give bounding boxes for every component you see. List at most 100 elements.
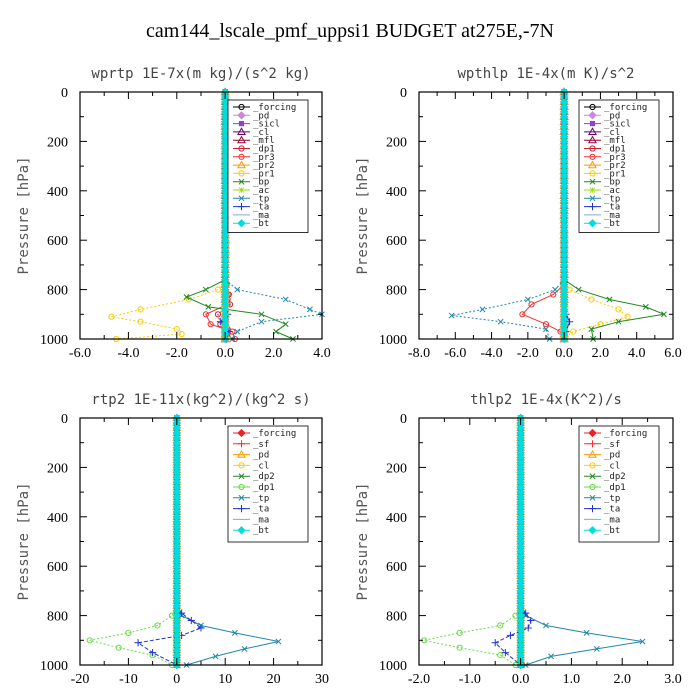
legend-label: _sicl [253, 120, 280, 130]
y-tick-label: 200 [47, 461, 68, 476]
legend-marker [237, 135, 246, 144]
plot-title: wprtp 1E-7x(m kg)/(s^2 kg) [91, 66, 310, 82]
data-point [543, 326, 549, 333]
data-point [273, 328, 279, 335]
y-axis-label: Pressure [hPa] [16, 482, 32, 600]
legend-label: _cl [604, 128, 620, 138]
legend-label: _cl [253, 461, 269, 471]
y-tick-label: 1000 [40, 333, 68, 348]
x-tick-label: 3.0 [664, 672, 682, 687]
data-point [187, 616, 195, 625]
x-tick-label: 10 [218, 672, 232, 687]
data-point [214, 311, 222, 318]
legend-marker [588, 450, 597, 458]
legend-label: _pr2 [253, 161, 275, 171]
x-tick-label: 2.0 [592, 346, 610, 361]
legend-marker [237, 219, 246, 228]
y-tick-label: 800 [386, 284, 407, 299]
legend-marker [238, 483, 245, 491]
legend-label: _pr2 [604, 161, 626, 171]
legend-label: _tp [253, 494, 269, 504]
legend-marker [238, 178, 245, 185]
y-tick-label: 0 [400, 86, 407, 101]
y-tick-label: 400 [47, 511, 68, 526]
legend-marker [238, 121, 245, 127]
legend-label: _mfl [253, 136, 275, 146]
chart-2: wpthlp 1E-4x(m K)/s^2 Pressure [hPa] 0 200 4… [355, 66, 682, 361]
data-point [519, 311, 526, 318]
data-point [207, 321, 214, 328]
legend-label: _dp1 [253, 483, 275, 493]
y-tick-label: 200 [386, 135, 407, 150]
plot-title: rtp2 1E-11x(kg^2)/(kg^2 s) [91, 392, 310, 408]
y-tick-label: 1000 [379, 659, 407, 674]
data-point [606, 296, 613, 303]
series-ta [134, 414, 205, 669]
x-tick-label: 4.0 [313, 346, 331, 361]
legend-label: _pd [604, 451, 620, 461]
data-point [214, 286, 222, 293]
legend-label: _pr1 [253, 169, 275, 179]
y-tick-label: 800 [47, 284, 68, 299]
series-tp [448, 89, 568, 342]
y-tick-label: 400 [47, 185, 68, 200]
legend-label: _pd [253, 111, 269, 121]
data-point [258, 311, 265, 318]
y-tick-label: 600 [386, 234, 407, 249]
legend-label: _ma [604, 515, 620, 525]
legend-marker [589, 462, 596, 469]
data-point [173, 326, 180, 333]
legend-label: _sf [604, 440, 620, 450]
legend-marker [238, 145, 245, 152]
data-point [178, 330, 185, 338]
data-point [479, 306, 486, 313]
data-point [593, 645, 600, 652]
legend-marker [237, 111, 246, 120]
legend-label: _bt [253, 219, 269, 229]
legend-label: _bp [604, 178, 620, 188]
data-point [527, 616, 535, 625]
y-axis-label: Pressure [hPa] [16, 156, 32, 274]
legend-marker [588, 160, 597, 169]
legend-label: _ac [604, 186, 620, 196]
legend-marker [238, 103, 245, 111]
chart-1: wprtp 1E-7x(m kg)/(s^2 kg) Pressure [hPa]… [16, 66, 331, 361]
series-line [111, 92, 226, 340]
legend-marker [238, 153, 245, 160]
data-point [543, 622, 549, 629]
legend-label: _forcing [604, 103, 647, 113]
legend-label: _pr1 [604, 169, 626, 179]
x-tick-label: 4.0 [628, 346, 646, 361]
data-point [542, 321, 550, 328]
legend-marker [589, 483, 596, 491]
data-point [202, 311, 209, 318]
legend-label: _pr3 [253, 153, 275, 163]
data-point [125, 629, 132, 636]
legend-marker [238, 187, 245, 193]
legend-marker [588, 526, 597, 535]
legend-label: _bt [604, 526, 620, 536]
y-tick-label: 600 [47, 234, 68, 249]
data-point [583, 629, 590, 636]
series-ta [491, 414, 535, 669]
series-bt [516, 413, 525, 670]
page-title: cam144_lscale_pmf_uppsi1 BUDGET at275E,-… [146, 20, 554, 42]
series-line [451, 92, 565, 340]
data-point [624, 313, 631, 320]
legend-marker [589, 187, 596, 193]
data-point [552, 286, 559, 293]
data-point [306, 306, 313, 313]
legend-marker [589, 170, 596, 177]
legend-marker [237, 505, 246, 513]
legend-label: _tp [604, 194, 620, 204]
y-tick-label: 800 [47, 610, 68, 625]
x-tick-label: -10 [119, 672, 138, 687]
legend-label: _dp1 [604, 145, 626, 155]
x-tick-label: -6.0 [444, 346, 466, 361]
data-point [456, 629, 463, 636]
data-point [275, 638, 282, 645]
legend-marker [588, 203, 597, 211]
data-point [497, 652, 504, 659]
legend-marker [589, 473, 596, 480]
data-point [524, 296, 531, 303]
